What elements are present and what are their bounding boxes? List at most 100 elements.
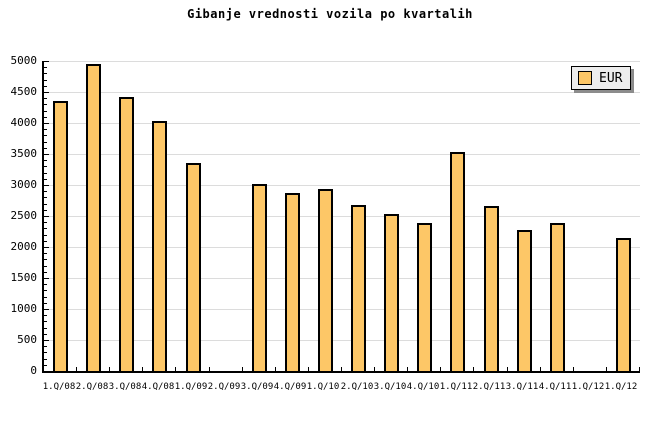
x-axis-label: 4.Q/09 bbox=[273, 382, 307, 392]
y-axis-major-tick bbox=[44, 309, 49, 310]
x-axis-tick bbox=[606, 367, 607, 371]
x-axis-label: 3.Q/08 bbox=[108, 382, 142, 392]
y-axis-minor-tick bbox=[44, 235, 47, 236]
y-axis-minor-tick bbox=[44, 328, 47, 329]
x-axis-tick bbox=[341, 367, 342, 371]
y-axis-minor-tick bbox=[44, 191, 47, 192]
gridline bbox=[44, 154, 640, 155]
y-axis-minor-tick bbox=[44, 352, 47, 353]
bar-1.Q/08 bbox=[53, 101, 68, 371]
x-axis-tick bbox=[209, 367, 210, 371]
x-axis-tick bbox=[76, 367, 77, 371]
y-axis-minor-tick bbox=[44, 228, 47, 229]
y-axis-major-tick bbox=[44, 247, 49, 248]
y-axis-minor-tick bbox=[44, 259, 47, 260]
x-axis-tick bbox=[573, 367, 574, 371]
bar-1.Q/11 bbox=[450, 152, 465, 371]
y-axis-minor-tick bbox=[44, 346, 47, 347]
y-axis-major-tick bbox=[44, 154, 49, 155]
y-axis-minor-tick bbox=[44, 266, 47, 267]
x-axis-tick bbox=[440, 367, 441, 371]
y-axis-label: 1000 bbox=[10, 302, 38, 315]
legend-swatch-icon bbox=[578, 71, 592, 85]
gridline bbox=[44, 185, 640, 186]
gridline bbox=[44, 247, 640, 248]
y-axis-major-tick bbox=[44, 216, 49, 217]
x-axis-label: 3.Q/11 bbox=[505, 382, 539, 392]
x-axis-tick bbox=[639, 367, 640, 371]
y-axis-major-tick bbox=[44, 340, 49, 341]
bar-2.Q/10 bbox=[351, 205, 366, 371]
y-axis-minor-tick bbox=[44, 98, 47, 99]
y-axis-minor-tick bbox=[44, 67, 47, 68]
gridline bbox=[44, 123, 640, 124]
y-axis-minor-tick bbox=[44, 73, 47, 74]
x-axis-tick bbox=[473, 367, 474, 371]
bar-1.Q/12 bbox=[616, 238, 631, 371]
x-axis-tick bbox=[109, 367, 110, 371]
x-axis-label: 1.Q/12 bbox=[571, 382, 605, 392]
bar-3.Q/09 bbox=[252, 184, 267, 371]
y-axis-minor-tick bbox=[44, 210, 47, 211]
x-axis-label: 2.Q/08 bbox=[75, 382, 109, 392]
y-axis-minor-tick bbox=[44, 80, 47, 81]
bar-4.Q/11 bbox=[550, 223, 565, 371]
legend-label: EUR bbox=[599, 70, 623, 86]
x-axis-tick bbox=[507, 367, 508, 371]
bar-3.Q/11 bbox=[517, 230, 532, 371]
x-axis-label: 3.Q/10 bbox=[373, 382, 407, 392]
y-axis-minor-tick bbox=[44, 290, 47, 291]
x-axis-label: 3.Q/09 bbox=[240, 382, 274, 392]
bar-3.Q/08 bbox=[119, 97, 134, 371]
bar-1.Q/10 bbox=[318, 189, 333, 371]
bar-4.Q/10 bbox=[417, 223, 432, 371]
y-axis-minor-tick bbox=[44, 166, 47, 167]
y-axis-minor-tick bbox=[44, 359, 47, 360]
y-axis-minor-tick bbox=[44, 272, 47, 273]
x-axis-tick bbox=[308, 367, 309, 371]
chart-title: Gibanje vrednosti vozila po kvartalih bbox=[187, 7, 473, 21]
y-axis-label: 5000 bbox=[10, 54, 38, 67]
y-axis-minor-tick bbox=[44, 297, 47, 298]
legend: EUR bbox=[571, 66, 632, 90]
x-axis-label: 4.Q/11 bbox=[538, 382, 572, 392]
x-axis-tick bbox=[175, 367, 176, 371]
gridline bbox=[44, 92, 640, 93]
y-axis-major-tick bbox=[44, 123, 49, 124]
y-axis-major-tick bbox=[44, 92, 49, 93]
x-axis-tick bbox=[540, 367, 541, 371]
y-axis-minor-tick bbox=[44, 315, 47, 316]
y-axis-label: 4000 bbox=[10, 116, 38, 129]
bar-2.Q/08 bbox=[86, 64, 101, 371]
gridline bbox=[44, 216, 640, 217]
y-axis-minor-tick bbox=[44, 222, 47, 223]
y-axis-label: 2000 bbox=[10, 240, 38, 253]
x-axis-label: 1.Q/09 bbox=[174, 382, 208, 392]
plot-area bbox=[42, 61, 640, 373]
bar-1.Q/09 bbox=[186, 163, 201, 371]
y-axis-major-tick bbox=[44, 278, 49, 279]
y-axis-label: 2500 bbox=[10, 209, 38, 222]
x-axis-tick bbox=[374, 367, 375, 371]
y-axis-minor-tick bbox=[44, 117, 47, 118]
x-axis-tick bbox=[242, 367, 243, 371]
gridline bbox=[44, 61, 640, 62]
gridline bbox=[44, 278, 640, 279]
y-axis-minor-tick bbox=[44, 334, 47, 335]
gridline bbox=[44, 340, 640, 341]
x-axis-label: 2.Q/10 bbox=[340, 382, 374, 392]
y-axis-label: 3500 bbox=[10, 147, 38, 160]
x-axis-label: 2.Q/09 bbox=[207, 382, 241, 392]
y-axis-minor-tick bbox=[44, 303, 47, 304]
y-axis-label: 1500 bbox=[10, 271, 38, 284]
bar-3.Q/10 bbox=[384, 214, 399, 371]
y-axis-minor-tick bbox=[44, 111, 47, 112]
y-axis-minor-tick bbox=[44, 142, 47, 143]
y-axis-label: 3000 bbox=[10, 178, 38, 191]
x-axis-tick bbox=[142, 367, 143, 371]
y-axis-minor-tick bbox=[44, 104, 47, 105]
bar-4.Q/08 bbox=[152, 121, 167, 371]
y-axis-minor-tick bbox=[44, 204, 47, 205]
x-axis-label: 4.Q/08 bbox=[141, 382, 175, 392]
x-axis-label: 1.Q/10 bbox=[306, 382, 340, 392]
